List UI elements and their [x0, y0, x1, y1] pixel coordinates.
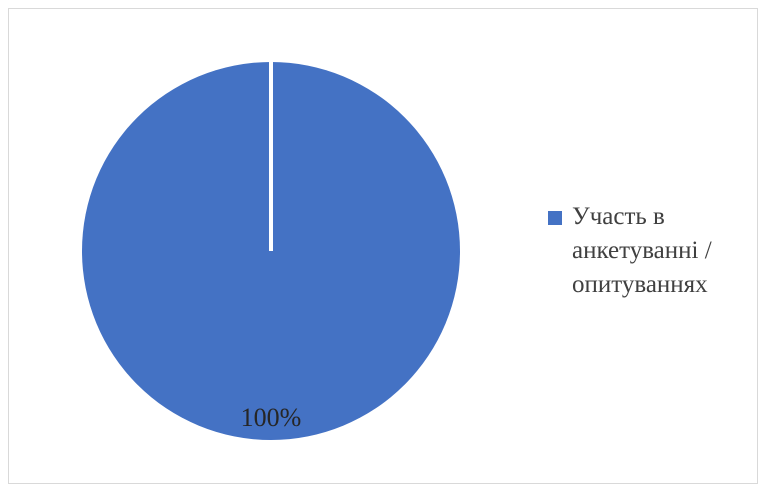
legend-swatch: [548, 211, 562, 225]
legend-entry-label: Участь в анкетуванні / опитуваннях: [572, 203, 712, 298]
data-label: 100%: [241, 403, 302, 432]
legend: Участь в анкетуванні / опитуваннях: [548, 200, 748, 302]
